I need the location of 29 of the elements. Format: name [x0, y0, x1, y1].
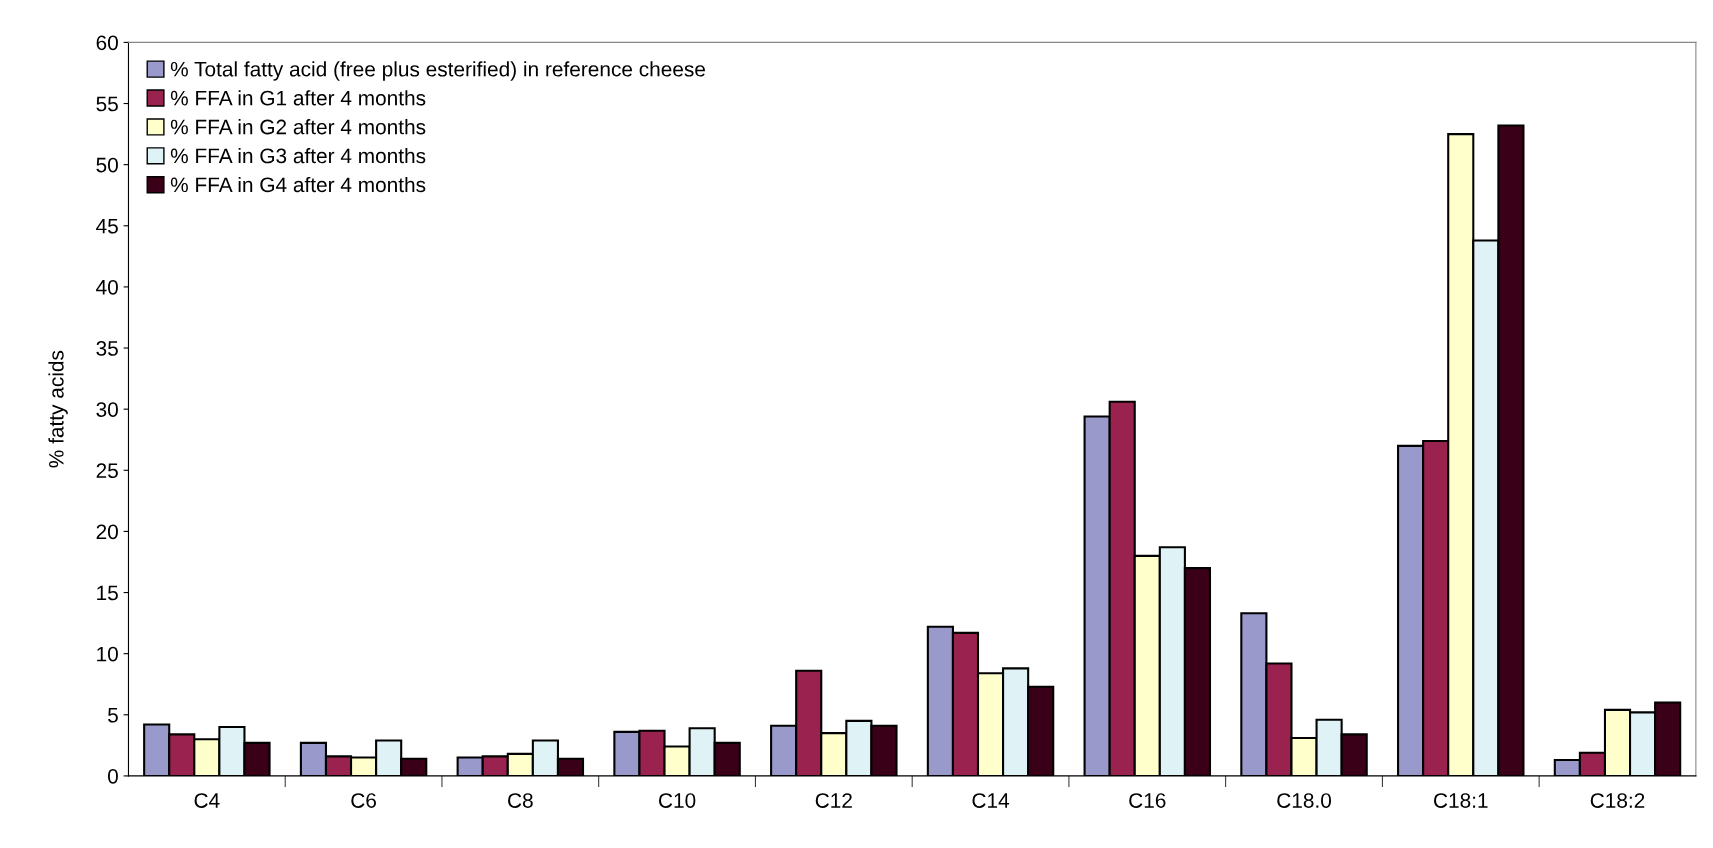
legend-label: % FFA in G4 after 4 months [170, 176, 426, 193]
y-tick-label: 10 [97, 646, 118, 662]
legend-label: % FFA in G1 after 4 months [170, 90, 426, 106]
x-tick-label: C4 [194, 793, 220, 808]
y-tick-label: 5 [108, 708, 118, 723]
x-tick-label: C18:2 [1590, 793, 1645, 808]
legend-label: % FFA in G3 after 4 months [170, 147, 426, 164]
x-tick-label: C18:1 [1434, 793, 1488, 808]
y-axis-title: % fatty acids [48, 350, 68, 468]
x-tick-label: C6 [351, 793, 376, 808]
y-tick-label: 45 [96, 219, 118, 234]
x-tick-label: C12 [815, 793, 852, 808]
legend-label: % FFA in G2 after 4 months [170, 119, 426, 135]
y-tick-label: 50 [96, 157, 118, 173]
x-tick-label: C14 [972, 793, 1010, 808]
y-tick-label: 20 [96, 524, 118, 540]
y-tick-label: 30 [96, 402, 118, 417]
legend-label: % Total fatty acid (free plus esterified) in reference cheese [170, 61, 705, 81]
x-tick-label: C10 [659, 793, 696, 808]
y-tick-label: 60 [96, 35, 118, 51]
x-tick-label: C8 [508, 793, 533, 808]
y-tick-label: 55 [96, 96, 118, 112]
y-tick-label: 15 [97, 585, 118, 601]
y-tick-label: 0 [107, 768, 118, 784]
x-tick-label: C18.0 [1277, 793, 1331, 808]
x-tick-label: C16 [1129, 793, 1166, 808]
y-tick-label: 25 [96, 463, 118, 479]
y-tick-label: 40 [96, 279, 118, 295]
y-tick-label: 35 [96, 341, 118, 356]
